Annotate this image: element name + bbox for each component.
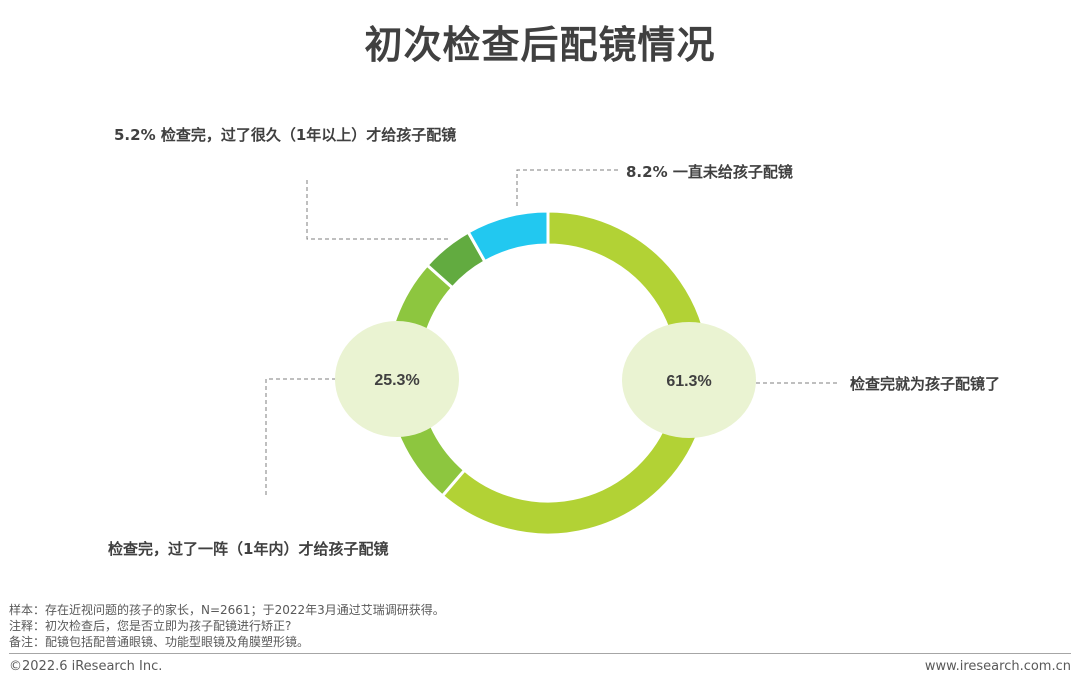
value-bubble-immediate	[622, 322, 756, 438]
question-note: 注释：初次检查后，您是否立即为孩子配镜进行矫正?	[9, 619, 292, 633]
donut-chart: 61.3% 25.3%	[265, 169, 840, 537]
footnotes: 样本：存在近视问题的孩子的家长，N=2661；于2022年3月通过艾瑞调研获得。…	[9, 602, 445, 650]
leader-never	[516, 169, 620, 206]
slice-label-never: 8.2% 一直未给孩子配镜	[626, 163, 793, 181]
value-bubble-within-year	[335, 321, 459, 437]
slice-label-immediate: 检查完就为孩子配镜了	[850, 375, 1001, 393]
value-bubbles: 61.3% 25.3%	[335, 321, 756, 438]
slice-label-over-year: 5.2% 检查完，过了很久（1年以上）才给孩子配镜	[114, 126, 457, 144]
website-link[interactable]: www.iresearch.com.cn	[924, 659, 1071, 674]
sample-note: 样本：存在近视问题的孩子的家长，N=2661；于2022年3月通过艾瑞调研获得。	[9, 603, 445, 617]
footer-divider	[9, 653, 1071, 654]
leader-lines	[265, 169, 840, 497]
value-label-immediate: 61.3%	[666, 373, 711, 390]
slice-never	[466, 209, 550, 264]
slice-label-within-year: 检查完，过了一阵（1年内）才给孩子配镜	[108, 540, 389, 558]
remark-note: 备注：配镜包括配普通眼镜、功能型眼镜及角膜塑形镜。	[9, 635, 310, 649]
chart-title: 初次检查后配镜情况	[364, 23, 716, 67]
copyright: ©2022.6 iResearch Inc.	[9, 659, 163, 674]
leader-within-year	[265, 378, 336, 497]
value-label-within-year: 25.3%	[374, 372, 419, 389]
leader-over-year	[306, 180, 448, 240]
